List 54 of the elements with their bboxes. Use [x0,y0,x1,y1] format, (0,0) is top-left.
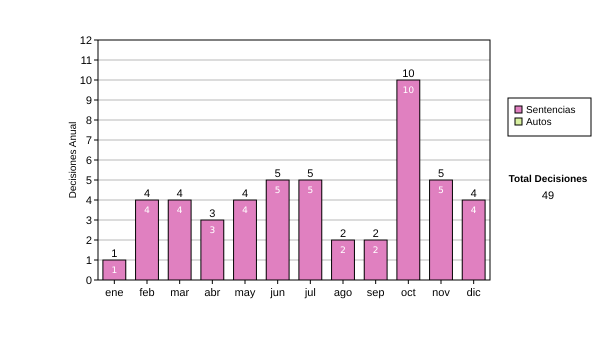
x-tick-label: ago [334,287,352,299]
x-tick-label: may [234,287,256,299]
data-label: 10 [402,86,414,96]
total-label: 3 [209,208,216,220]
total-label: 5 [307,168,314,180]
total-label: 10 [402,68,414,80]
y-tick-label: 1 [86,254,92,267]
y-tick-label: 2 [86,234,92,247]
y-tick-label: 8 [86,114,92,127]
total-label: 5 [438,168,444,180]
y-tick-label: 11 [80,54,92,67]
data-label: 5 [274,186,281,196]
x-tick-label: abr [204,287,221,299]
text: Total Decisiones [508,174,588,185]
x-tick-label: jul [304,287,316,299]
y-tick-label: 12 [80,34,92,47]
x-tick-label: ene [105,287,124,299]
y-tick-label: 7 [86,134,92,147]
total-label: 5 [274,168,281,180]
total-label: 4 [176,188,183,200]
x-tick-label: feb [139,287,155,299]
data-label: 2 [372,246,379,256]
data-label: 2 [340,246,346,256]
text: 49 [542,190,554,202]
data-label: 4 [242,206,248,216]
y-tick-label: 4 [86,194,92,207]
data-label: 3 [209,226,216,236]
total-label: 4 [470,188,477,200]
data-label: 1 [111,266,118,276]
x-tick-label: nov [432,287,450,299]
total-label: 1 [111,248,118,260]
data-label: 4 [144,206,150,216]
y-tick-label: 3 [86,214,92,227]
data-label: 5 [438,186,444,196]
x-tick-label: sep [366,287,385,299]
x-tick-label: oct [400,287,416,299]
data-label: 5 [307,186,314,196]
legend-label: Autos [526,117,552,128]
y-tick-label: 0 [86,274,92,287]
y-axis-title: Decisiones Anual [68,122,79,198]
total-label: 4 [242,188,248,200]
total-label: 2 [340,228,346,240]
x-tick-label: dic [466,287,482,299]
total-label: 2 [372,228,379,240]
y-tick-label: 9 [86,94,92,107]
y-tick-label: 10 [80,74,92,87]
x-tick-label: mar [170,287,190,299]
total-label: 4 [144,188,150,200]
y-tick-label: 6 [86,154,92,167]
y-tick-label: 5 [86,174,92,187]
x-tick-label: jun [269,287,286,299]
legend-label: Sentencias [526,105,576,116]
data-label: 4 [176,206,183,216]
data-label: 4 [470,206,477,216]
